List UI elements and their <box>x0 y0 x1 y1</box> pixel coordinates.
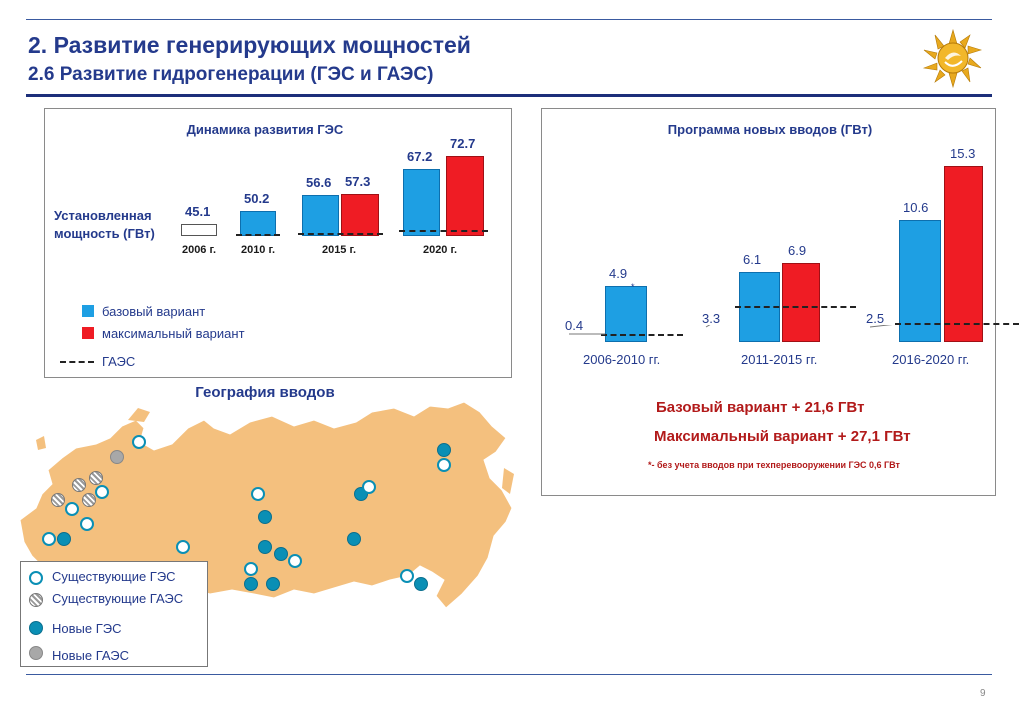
capacity-year-1: 2010 г. <box>240 244 276 256</box>
existing-hpp-marker-7 <box>65 502 79 516</box>
program-gaes-label-2: 2.5 <box>866 311 885 326</box>
new-hpp-marker-20 <box>274 547 288 561</box>
capacity-label-base-0: 45.1 <box>185 203 211 219</box>
existing-hpp-marker-6 <box>95 485 109 499</box>
new-hpp-marker-16 <box>437 443 451 457</box>
legend-max-label: максимальный вариант <box>102 326 245 341</box>
capacity-bar-max-2 <box>341 193 379 236</box>
existing-hpp-marker-11 <box>176 540 190 554</box>
legend-gaes-line <box>60 361 94 363</box>
legend-existing-pspp: Существующие ГАЭС <box>52 591 184 606</box>
page-subtitle: 2.6 Развитие гидрогенерации (ГЭС и ГАЭС) <box>28 64 434 85</box>
program-period-2: 2016-2020 гг. <box>892 352 970 367</box>
capacity-label-base-1: 50.2 <box>244 191 270 206</box>
existing-pspp-marker-4 <box>51 493 65 507</box>
existing-hpp-marker-15 <box>362 480 376 494</box>
program-label-max-1: 15.3 <box>950 146 976 162</box>
legend-gaes-label: ГАЭС <box>102 354 136 369</box>
gaes-pointer-1 <box>705 325 711 328</box>
gaes-pointer-0 <box>569 333 605 335</box>
program-bar-max-2 <box>944 166 983 342</box>
legend-new-hpp-icon <box>29 621 43 635</box>
existing-hpp-marker-17 <box>437 458 451 472</box>
base-total: Базовый вариант + 21,6 ГВт <box>656 399 865 416</box>
legend-base-label: базовый вариант <box>102 304 206 319</box>
program-label-base-0: 4.9 <box>609 265 628 281</box>
max-total: Максимальный вариант + 27,1 ГВт <box>654 428 911 445</box>
existing-pspp-marker-3 <box>72 478 86 492</box>
capacity-gaes-line-2 <box>298 233 383 235</box>
gaes-pointer-2 <box>869 325 893 328</box>
legend-existing-hpp: Существующие ГЭС <box>52 569 176 584</box>
axis-label-line2: мощность (ГВт) <box>54 226 155 241</box>
new-hpp-marker-10 <box>57 532 71 546</box>
capacity-bar-base-0 <box>181 223 217 236</box>
capacity-gaes-line-1 <box>236 234 280 236</box>
program-period-1: 2011-2015 гг. <box>741 352 818 367</box>
footer-rule <box>26 674 992 675</box>
new-hpp-marker-26 <box>414 577 428 591</box>
capacity-label-max-2: 57.3 <box>345 173 371 189</box>
legend-existing-pspp-icon <box>29 593 43 607</box>
program-bar-max-1 <box>782 262 820 342</box>
capacity-label-max-3: 72.7 <box>450 135 476 151</box>
program-label-max-0: 6.9 <box>788 242 807 258</box>
existing-pspp-marker-5 <box>82 493 96 507</box>
capacity-year-3: 2020 г. <box>422 244 458 256</box>
existing-hpp-marker-0 <box>132 435 146 449</box>
program-period-0: 2006-2010 гг. <box>583 352 661 367</box>
axis-label-line1: Установленная <box>54 208 152 223</box>
legend-existing-hpp-icon <box>29 571 43 585</box>
program-label-base-2: 10.6 <box>903 200 929 216</box>
existing-hpp-marker-9 <box>42 532 56 546</box>
capacity-label-base-2: 56.6 <box>306 175 332 191</box>
top-rule <box>26 19 992 20</box>
capacity-panel-title: Динамика развития ГЭС <box>186 122 344 137</box>
program-asterisk: * <box>631 282 635 292</box>
program-gaes-line-1 <box>735 306 856 308</box>
sun-logo-icon <box>922 28 983 89</box>
capacity-label-base-3: 67.2 <box>407 149 433 165</box>
existing-pspp-marker-2 <box>89 471 103 485</box>
program-gaes-line-2 <box>895 323 1019 325</box>
new-pspp-marker-1 <box>110 450 124 464</box>
new-hpp-marker-24 <box>266 577 280 591</box>
existing-hpp-marker-25 <box>400 569 414 583</box>
new-hpp-marker-23 <box>244 577 258 591</box>
capacity-bar-base-1 <box>240 211 276 236</box>
capacity-bar-base-3 <box>403 169 440 236</box>
capacity-bar-max-3 <box>446 155 484 236</box>
new-hpp-marker-18 <box>347 532 361 546</box>
legend-new-pspp-icon <box>29 646 43 660</box>
program-gaes-line-0 <box>601 334 683 336</box>
program-gaes-label-1: 3.3 <box>702 311 721 326</box>
legend-max-swatch <box>82 327 94 339</box>
program-bar-base-2 <box>899 220 941 342</box>
map-legend: Существующие ГЭС Существующие ГАЭС Новые… <box>20 561 208 667</box>
existing-hpp-marker-22 <box>244 562 258 576</box>
capacity-bar-base-2 <box>302 195 339 236</box>
capacity-gaes-line-3 <box>399 230 488 232</box>
header-rule <box>26 94 992 97</box>
capacity-year-0: 2006 г. <box>181 244 217 256</box>
capacity-panel <box>44 108 512 378</box>
new-hpp-marker-19 <box>258 540 272 554</box>
existing-hpp-marker-12 <box>251 487 265 501</box>
capacity-year-2: 2015 г. <box>321 244 357 256</box>
new-capacity-title: Программа новых вводов (ГВт) <box>667 122 873 137</box>
program-gaes-label-0: 0.4 <box>565 318 584 333</box>
legend-new-pspp: Новые ГАЭС <box>52 648 129 663</box>
page-number: 9 <box>980 688 986 699</box>
program-bar-base-0 <box>605 285 647 342</box>
legend-new-hpp: Новые ГЭС <box>52 621 122 636</box>
existing-hpp-marker-8 <box>80 517 94 531</box>
legend-base-swatch <box>82 305 94 317</box>
program-label-base-1: 6.1 <box>743 251 762 267</box>
new-hpp-marker-13 <box>258 510 272 524</box>
page-title: 2. Развитие генерирующих мощностей <box>28 32 471 58</box>
capacity-axis-label: Установленная мощность (ГВт) <box>54 207 155 243</box>
existing-hpp-marker-21 <box>288 554 302 568</box>
footnote: *- без учета вводов при техперевооружени… <box>648 460 900 470</box>
map-title: География вводов <box>195 384 335 401</box>
